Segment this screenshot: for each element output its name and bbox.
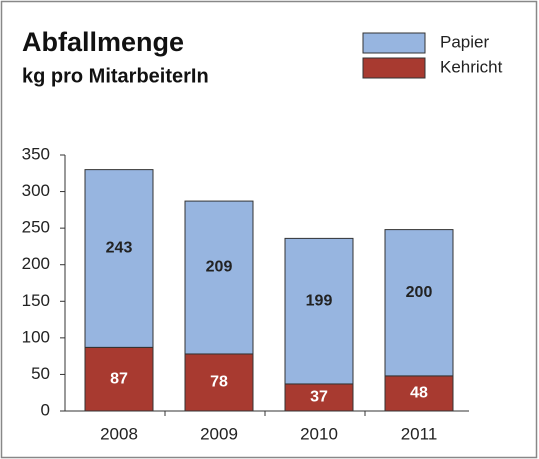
x-tick-label: 2010 xyxy=(300,424,338,443)
chart-title: Abfallmenge xyxy=(22,27,184,57)
bar-segment xyxy=(284,237,354,385)
legend-swatch xyxy=(362,32,426,54)
y-tick-label: 0 xyxy=(41,400,50,419)
y-tick-label: 350 xyxy=(22,144,50,163)
bar-segment xyxy=(384,375,454,412)
value-label: 48 xyxy=(410,385,428,402)
y-tick-label: 200 xyxy=(22,254,50,273)
y-tick-label: 50 xyxy=(31,364,50,383)
chart-subtitle: kg pro MitarbeiterIn xyxy=(22,65,209,87)
value-label: 200 xyxy=(406,284,433,301)
y-tick-label: 100 xyxy=(22,327,50,346)
y-tick-label: 300 xyxy=(22,181,50,200)
legend-label: Kehricht xyxy=(440,57,503,76)
bar-segment xyxy=(184,200,254,355)
value-label: 243 xyxy=(106,240,133,257)
x-tick-label: 2008 xyxy=(100,424,138,443)
legend-swatch xyxy=(362,57,426,79)
bar-segment xyxy=(384,229,454,377)
bar-segment xyxy=(84,346,154,412)
value-label: 87 xyxy=(110,370,128,387)
x-tick-label: 2009 xyxy=(200,424,238,443)
y-tick-label: 150 xyxy=(22,291,50,310)
value-label: 78 xyxy=(210,374,228,391)
value-label: 37 xyxy=(310,389,328,406)
bar-segment xyxy=(84,169,154,348)
x-tick-label: 2011 xyxy=(401,424,438,443)
legend-label: Papier xyxy=(440,32,489,51)
bar-segment xyxy=(184,353,254,412)
value-label: 209 xyxy=(206,259,233,276)
value-label: 199 xyxy=(306,292,333,309)
y-tick-label: 250 xyxy=(22,218,50,237)
